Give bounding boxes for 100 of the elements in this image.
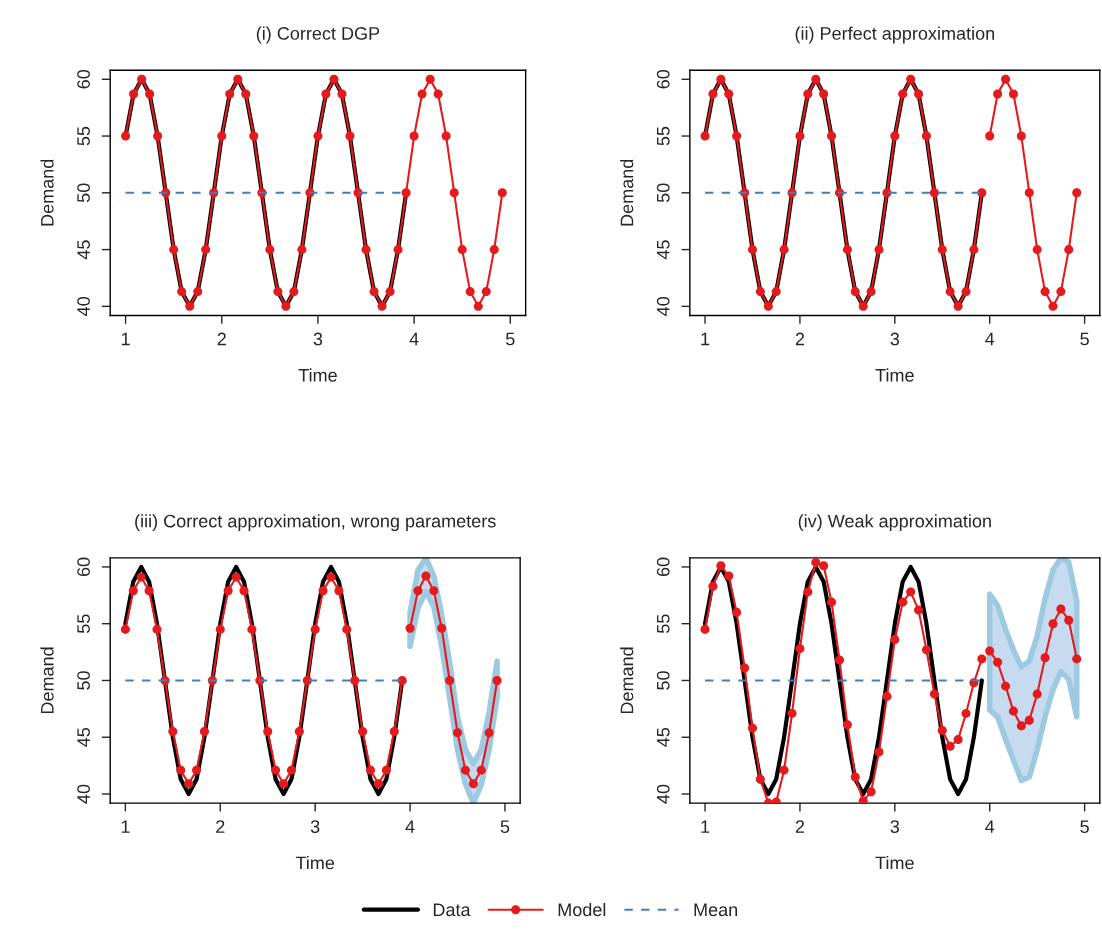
- point: [708, 581, 718, 591]
- point: [969, 245, 979, 255]
- y-tick-label: 55: [657, 126, 670, 146]
- point: [429, 586, 439, 596]
- point: [914, 89, 924, 99]
- point: [1032, 689, 1042, 699]
- point: [449, 188, 459, 198]
- point: [337, 89, 347, 99]
- y-tick-label: 60: [656, 557, 670, 577]
- point: [468, 779, 478, 789]
- point: [481, 287, 491, 297]
- point: [771, 797, 781, 804]
- point: [921, 131, 931, 141]
- y-tick-label: 55: [77, 614, 90, 634]
- point: [1024, 188, 1034, 198]
- point: [145, 89, 155, 99]
- point: [193, 287, 203, 297]
- y-tick-label: 45: [77, 240, 90, 260]
- point: [192, 765, 202, 775]
- y-tick-label: 45: [77, 727, 90, 747]
- point: [1040, 287, 1050, 297]
- point: [803, 89, 813, 99]
- y-tick-label: 40: [77, 784, 90, 804]
- point: [945, 741, 955, 751]
- point: [842, 720, 852, 730]
- x-tick-label: 1: [121, 332, 130, 346]
- point: [993, 89, 1003, 99]
- point: [233, 74, 243, 84]
- x-tick-label: 3: [890, 820, 900, 834]
- point: [473, 301, 483, 311]
- x-tick-label: 3: [890, 332, 900, 346]
- point: [273, 287, 283, 297]
- point: [476, 765, 486, 775]
- point: [898, 597, 908, 607]
- point: [755, 287, 765, 297]
- point: [225, 89, 235, 99]
- point: [289, 287, 299, 297]
- point: [850, 287, 860, 297]
- point: [321, 89, 331, 99]
- point: [334, 586, 344, 596]
- x-tick-label: 5: [500, 820, 510, 834]
- point: [1008, 706, 1018, 716]
- chart-title: (i) Correct DGP: [256, 26, 380, 44]
- point: [465, 287, 475, 297]
- point: [381, 765, 391, 775]
- point: [489, 245, 499, 255]
- point: [993, 657, 1003, 667]
- point: [755, 774, 765, 784]
- point: [1056, 604, 1066, 614]
- point: [953, 301, 963, 311]
- legend-label: Mean: [694, 903, 738, 917]
- point: [1048, 619, 1058, 629]
- x-tick-label: 5: [1080, 332, 1089, 346]
- x-tick-label: 3: [310, 820, 320, 834]
- x-tick-label: 4: [409, 332, 419, 346]
- point: [898, 89, 908, 99]
- point: [393, 245, 403, 255]
- point: [373, 779, 383, 789]
- point: [716, 74, 726, 84]
- point: [700, 131, 710, 141]
- point: [1008, 89, 1018, 99]
- y-tick-label: 60: [656, 69, 670, 89]
- point: [874, 747, 884, 757]
- chart-title: (iv) Weak approximation: [798, 514, 991, 532]
- point: [921, 645, 931, 655]
- point: [866, 287, 876, 297]
- point: [342, 624, 352, 634]
- point: [1040, 653, 1050, 663]
- point: [249, 131, 259, 141]
- y-axis-title: Demand: [40, 647, 54, 714]
- point: [484, 728, 494, 738]
- point: [128, 586, 138, 596]
- point: [231, 572, 241, 582]
- point: [385, 287, 395, 297]
- point: [716, 561, 726, 571]
- y-tick-label: 40: [77, 297, 90, 316]
- y-axis-title: Demand: [620, 159, 634, 226]
- point: [413, 586, 423, 596]
- point: [358, 727, 368, 737]
- y-tick-label: 40: [656, 297, 670, 316]
- y-axis-title: Demand: [620, 647, 634, 714]
- point: [168, 727, 178, 737]
- y-tick-label: 55: [77, 126, 90, 146]
- point: [497, 188, 507, 198]
- point: [389, 727, 399, 737]
- x-tick-label: 3: [313, 332, 323, 346]
- point: [724, 571, 734, 581]
- point: [129, 89, 139, 99]
- point: [492, 675, 502, 685]
- point: [1048, 301, 1058, 311]
- point: [874, 245, 884, 255]
- point: [740, 663, 750, 673]
- point: [1072, 654, 1082, 664]
- point: [217, 131, 227, 141]
- point: [421, 571, 431, 581]
- point: [297, 245, 307, 255]
- point: [365, 765, 376, 775]
- x-tick-label: 2: [795, 820, 805, 833]
- x-tick-label: 4: [985, 820, 995, 833]
- point: [858, 301, 868, 311]
